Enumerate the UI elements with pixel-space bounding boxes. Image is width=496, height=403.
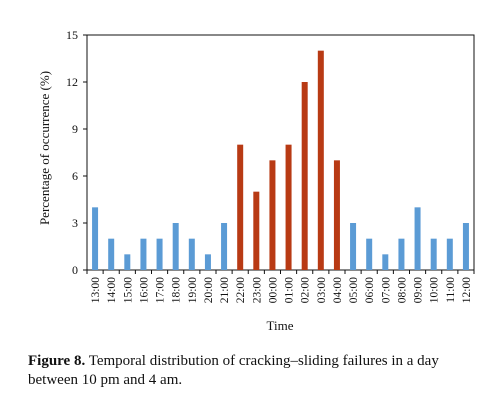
x-tick-label: 03:00 [316,277,328,303]
x-tick-label: 13:00 [90,277,102,303]
bar-0700 [382,254,389,270]
x-tick-label: 01:00 [284,277,296,303]
y-axis-label: Percentage of occurrence (%) [37,71,52,225]
y-tick-label: 9 [72,122,78,136]
y-axis: 0 3 6 9 12 15 [66,28,87,277]
x-tick-label: 16:00 [138,277,150,303]
bar-0500 [350,223,357,270]
x-tick-label: 18:00 [171,277,183,303]
x-tick-label: 14:00 [106,277,118,303]
x-tick-label: 11:00 [445,277,457,303]
x-tick-label: 07:00 [380,277,392,303]
bar-1400 [108,238,115,270]
bar-2100 [221,223,228,270]
bars [92,50,469,270]
x-tick-label: 08:00 [396,277,408,303]
y-tick-label: 6 [72,169,78,183]
y-tick-label: 12 [66,75,78,89]
bar-1300 [92,207,99,270]
x-tick-label: 21:00 [219,277,231,303]
bar-0200 [301,82,308,270]
x-tick-label: 00:00 [267,277,279,303]
bar-2000 [204,254,211,270]
bar-1500 [124,254,131,270]
bar-0600 [366,238,373,270]
bar-0300 [317,50,324,270]
figure-label: Figure 8. [28,353,86,369]
x-tick-label: 22:00 [235,277,247,303]
bar-1000 [430,238,437,270]
bar-1100 [446,238,453,270]
x-tick-label: 04:00 [332,277,344,303]
x-tick-label: 17:00 [155,277,167,303]
x-tick-label: 15:00 [122,277,134,303]
x-axis: 13:00 14:00 15:00 16:00 17:00 18:00 19:00 20:00… [86,270,475,303]
bar-0100 [285,144,292,270]
x-axis-label: Time [267,318,294,333]
x-tick-label: 10:00 [429,277,441,303]
x-tick-label: 02:00 [300,277,312,303]
x-tick-label: 05:00 [348,277,360,303]
bar-1800 [172,223,179,270]
y-tick-label: 15 [66,28,78,42]
x-tick-label: 09:00 [413,277,425,303]
bar-0800 [398,238,405,270]
x-tick-label: 06:00 [364,277,376,303]
x-tick-label: 12:00 [461,277,473,303]
y-tick-label: 3 [72,216,78,230]
figure-caption: Figure 8. Temporal distribution of crack… [28,352,490,390]
bar-0900 [414,207,421,270]
figure-caption-text: Temporal distribution of cracking–slidin… [28,353,439,388]
bar-1900 [188,238,195,270]
y-tick-label: 0 [72,263,78,277]
x-tick-label: 23:00 [251,277,263,303]
x-tick-label: 19:00 [187,277,199,303]
bar-0000 [269,160,276,270]
x-tick-label: 20:00 [203,277,215,303]
bar-2200 [237,144,244,270]
bar-0400 [333,160,340,270]
bar-1600 [140,238,147,270]
bar-2300 [253,191,260,270]
bar-1700 [156,238,163,270]
bar-1200 [462,223,469,270]
